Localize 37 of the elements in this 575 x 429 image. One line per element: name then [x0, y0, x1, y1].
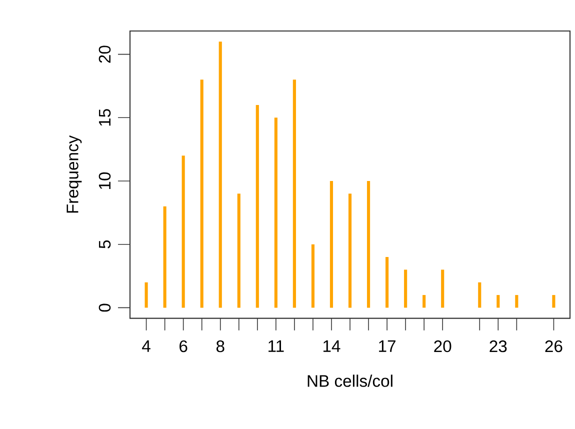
bar — [348, 194, 352, 308]
x-tick-label: 11 — [268, 340, 284, 352]
y-tick-label: 10 — [98, 172, 111, 189]
bar — [441, 270, 444, 308]
bar — [218, 42, 222, 308]
bar — [256, 104, 259, 308]
x-tick-label: 23 — [490, 340, 507, 352]
bar — [237, 194, 240, 308]
bar — [366, 181, 370, 308]
y-tick-label: 0 — [98, 304, 111, 312]
x-tick-label: 26 — [545, 340, 562, 352]
x-tick-label: 17 — [379, 340, 396, 352]
bar — [200, 80, 204, 308]
x-tick-label: 4 — [142, 340, 150, 352]
bar — [386, 257, 389, 308]
bar — [478, 282, 482, 308]
y-axis-title: Frequency — [66, 135, 82, 213]
bar — [515, 295, 518, 308]
bar — [330, 181, 334, 308]
bar — [422, 295, 426, 308]
bar — [163, 206, 166, 308]
bar — [496, 295, 500, 308]
bar — [552, 295, 556, 308]
x-tick-label: 8 — [216, 340, 224, 352]
bar — [182, 156, 185, 308]
x-tick-label: 20 — [434, 340, 452, 352]
x-tick-label: 6 — [180, 340, 188, 352]
x-tick-label: 14 — [323, 340, 340, 352]
y-tick-label: 5 — [99, 240, 111, 248]
bar — [311, 244, 314, 308]
bar — [144, 282, 148, 308]
x-axis-title: NB cells/col — [308, 374, 392, 387]
y-tick-label: 20 — [98, 46, 111, 63]
bar — [404, 270, 408, 308]
bar — [274, 118, 278, 308]
y-tick-label: 15 — [99, 109, 111, 126]
bar — [292, 80, 296, 308]
